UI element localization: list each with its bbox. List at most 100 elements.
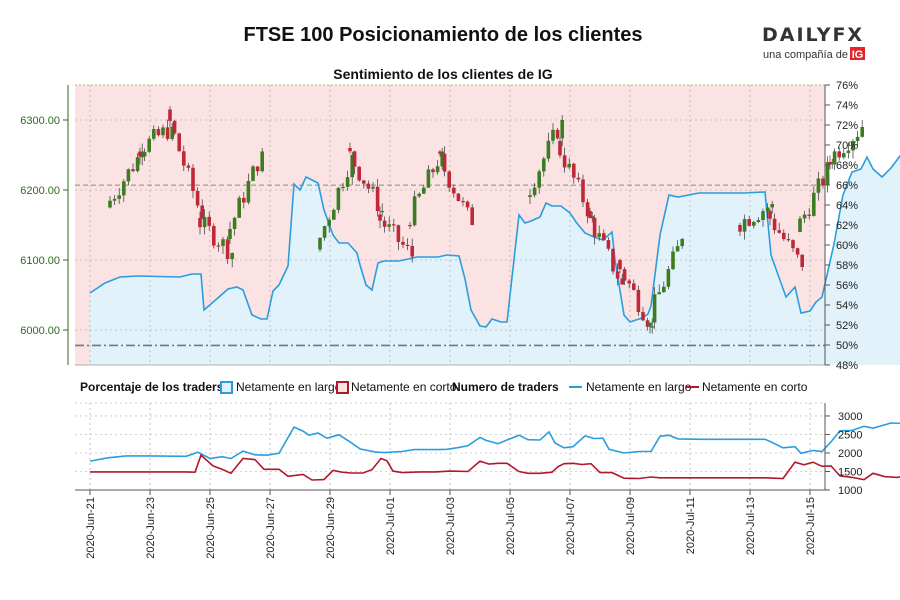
candle-body — [380, 211, 384, 213]
candle-body — [327, 219, 331, 227]
candle-body — [772, 218, 777, 231]
candle-body — [615, 271, 620, 279]
candle-body — [350, 155, 354, 178]
legend-pct-heading: Porcentaje de los traders — [80, 380, 224, 394]
candle-body — [752, 221, 756, 226]
legend-pct-short: Netamente en corto — [351, 380, 457, 394]
sentiment-tick-label: 66% — [836, 180, 858, 192]
candle-body — [592, 217, 597, 237]
candle-body — [147, 138, 151, 152]
candle-body — [228, 228, 232, 239]
candle-body — [422, 187, 426, 194]
candle-body — [585, 202, 590, 217]
candle-body — [588, 211, 592, 218]
candle-body — [648, 322, 652, 327]
candle-body — [198, 218, 202, 228]
long-percentage-line — [89, 154, 900, 328]
candle-body — [855, 136, 860, 142]
candle-body — [851, 141, 855, 151]
chart-subtitle: Sentimiento de los clientes de IG — [333, 66, 552, 82]
candle-body — [195, 190, 200, 206]
legend-num-short: Netamente en corto — [702, 380, 808, 394]
legend-pct-long: Netamente en largo — [236, 380, 342, 394]
sentiment-tick-label: 58% — [836, 260, 858, 272]
date-tick-label: 2020-Jun-21 — [85, 497, 97, 559]
candle-body — [807, 214, 811, 216]
ig-logo-badge — [850, 47, 865, 60]
candle-body — [207, 216, 211, 226]
candle-body — [777, 230, 781, 233]
legend-short-swatch — [336, 381, 349, 394]
candle-body — [410, 245, 414, 257]
candle-body — [202, 216, 207, 228]
sentiment-tick-label: 68% — [836, 160, 858, 172]
candle-body — [560, 120, 564, 139]
date-tick-label: 2020-Jul-15 — [805, 497, 817, 555]
candle-body — [332, 209, 336, 220]
candle-body — [802, 214, 807, 219]
candle-body — [182, 151, 186, 166]
candle-body — [581, 179, 585, 203]
sentiment-tick-label: 60% — [836, 240, 858, 252]
candle-body — [546, 140, 551, 159]
price-candles — [108, 106, 864, 334]
candle-body — [632, 283, 636, 290]
candle-body — [251, 166, 255, 181]
candle-body — [860, 127, 864, 137]
date-tick-label: 2020-Jun-25 — [205, 497, 217, 559]
candle-body — [191, 167, 195, 191]
traders-axis: 1000 1500 2000 2500 3000 — [824, 403, 862, 497]
candle-body — [795, 248, 800, 255]
traders-short-series — [90, 453, 900, 481]
candle-body — [666, 269, 671, 287]
candle-body — [117, 195, 121, 199]
sentiment-tick-label: 76% — [836, 80, 858, 92]
ig-logo-text: IG — [852, 49, 864, 61]
candle-body — [652, 294, 657, 323]
candle-body — [401, 242, 405, 245]
candle-body — [242, 197, 246, 203]
candle-body — [348, 148, 352, 152]
candle-body — [417, 193, 421, 197]
candle-body — [177, 133, 181, 152]
candle-body — [597, 233, 601, 237]
legend-long-swatch — [220, 381, 233, 394]
candle-body — [765, 207, 770, 212]
candle-body — [232, 217, 237, 229]
legend-num-long: Netamente en largo — [586, 380, 692, 394]
candle-body — [170, 127, 174, 139]
legend-num-heading: Numero de traders — [452, 380, 559, 394]
date-tick-label: 2020-Jul-03 — [445, 497, 457, 555]
candle-body — [442, 153, 447, 172]
candle-body — [786, 239, 791, 241]
candle-body — [122, 181, 126, 196]
candle-body — [830, 162, 834, 164]
date-tick-label: 2020-Jul-13 — [745, 497, 757, 555]
candle-body — [680, 239, 684, 247]
price-tick-label: 6200.00 — [20, 185, 60, 197]
price-sentiment-panel: 6000.00 6100.00 6200.00 6300.00 48% 50% 52% 54… — [20, 80, 900, 372]
traders-panel-grid — [75, 402, 825, 491]
candle-body — [336, 187, 341, 210]
traders-tick-label: 1500 — [838, 466, 862, 478]
date-tick-label: 2020-Jul-05 — [505, 497, 517, 555]
candle-body — [140, 151, 144, 158]
candle-body — [352, 151, 357, 167]
candle-body — [246, 180, 251, 203]
candle-body — [791, 240, 795, 249]
candle-body — [636, 289, 641, 313]
candle-body — [555, 129, 560, 139]
candle-body — [800, 254, 804, 267]
candle-body — [225, 239, 230, 259]
price-tick-label: 6100.00 — [20, 255, 60, 267]
candle-body — [366, 183, 371, 189]
sentiment-tick-label: 48% — [836, 360, 858, 372]
candle-body — [562, 155, 567, 168]
sentiment-axis: 48% 50% 52% 54% 56% 58% 60% 62% 64% 66% 68% 70% 72% 7… — [824, 80, 858, 372]
candle-body — [186, 165, 191, 168]
candle-body — [168, 109, 172, 121]
price-axis: 6000.00 6100.00 6200.00 6300.00 — [20, 85, 69, 365]
sentiment-tick-label: 54% — [836, 300, 858, 312]
candle-body — [260, 151, 264, 172]
candle-body — [221, 239, 225, 246]
